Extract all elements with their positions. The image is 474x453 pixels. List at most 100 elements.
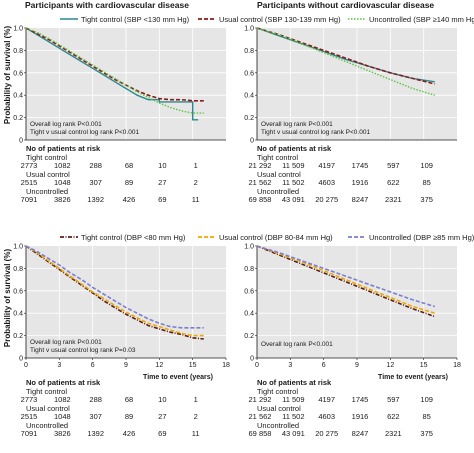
x-tick-label: 12: [386, 362, 394, 369]
series-line-tight: [25, 27, 199, 121]
risk-count: 4197: [318, 161, 335, 170]
risk-header: No of patients at risk: [26, 378, 101, 387]
y-tick-label: 1.0: [244, 26, 254, 33]
stat-dbp-overall-right: Overall log rank P<0.001: [261, 341, 333, 348]
risk-count: 375: [420, 195, 433, 204]
x-tick-label: 6: [322, 362, 326, 369]
risk-count: 288: [89, 161, 102, 170]
risk-count: 622: [387, 412, 400, 421]
risk-count: 11: [192, 195, 200, 204]
risk-count: 1048: [54, 178, 71, 187]
risk-count: 1745: [352, 395, 369, 404]
risk-count: 307: [89, 412, 102, 421]
risk-count: 1745: [352, 161, 369, 170]
risk-count: 20 275: [315, 429, 338, 438]
y-tick-label: 0.4: [244, 93, 254, 100]
series-line-uncontrolled: [256, 27, 436, 96]
risk-count: 89: [125, 178, 133, 187]
risk-count: 8247: [352, 195, 369, 204]
legend-label-tight-sbp: Tight control (SBP <130 mm Hg): [81, 15, 190, 24]
risk-count: 21 562: [249, 178, 272, 187]
risk-count: 597: [387, 161, 400, 170]
x-tick-label: 18: [222, 362, 230, 369]
title-without-cvd: Participants without cardiovascular dise…: [257, 0, 434, 10]
x-tick-label: 0: [24, 362, 28, 369]
y-tick-label: 0: [19, 356, 23, 363]
y-tick-label: 1.0: [244, 244, 254, 251]
risk-count: 288: [89, 395, 102, 404]
risk-count: 1: [194, 161, 198, 170]
legend-sbp: Tight control (SBP <130 mm Hg) Usual con…: [60, 15, 474, 24]
series-line-uncontrolled: [25, 245, 204, 329]
risk-count: 426: [123, 195, 136, 204]
risk-count: 10: [158, 395, 166, 404]
risk-count: 426: [123, 429, 136, 438]
risk-count: 1392: [87, 429, 104, 438]
risk-count: 8247: [352, 429, 369, 438]
risk-count: 2515: [21, 412, 38, 421]
legend-dbp: Tight control (DBP <80 mm Hg) Usual cont…: [60, 233, 474, 242]
risk-count: 85: [422, 178, 430, 187]
x-tick-label: 15: [189, 362, 197, 369]
stat-sbp-overall-right: Overall log rank P<0.001: [261, 121, 333, 128]
risk-count: 11 502: [282, 412, 304, 421]
risk-count: 21 292: [249, 395, 272, 404]
risk-count: 89: [125, 412, 133, 421]
x-tick-label: 12: [155, 362, 163, 369]
y-tick-label: 0: [19, 138, 23, 145]
risk-header: No of patients at risk: [257, 378, 332, 387]
y-tick-label: 0.2: [13, 333, 23, 340]
x-tick-label: 15: [420, 362, 428, 369]
stat-sbp-overall-left: Overall log rank P<0.001: [30, 121, 102, 128]
risk-count: 27: [158, 412, 166, 421]
risk-count: 4603: [318, 178, 335, 187]
y-tick-label: 1.0: [13, 244, 23, 251]
y-tick-label: 0.8: [244, 266, 254, 273]
y-tick-label: 0.6: [244, 70, 254, 77]
risk-count: 11 509: [282, 161, 304, 170]
y-tick-label: 0.6: [13, 70, 23, 77]
plot-sbp-with-cvd: 1.0 0.8 0.6 0.4 0.2 0: [13, 26, 226, 145]
y-tick-label: 0.8: [13, 48, 23, 55]
risk-count: 1392: [87, 195, 104, 204]
risk-count: 2: [194, 178, 198, 187]
risk-group-label: Usual control: [26, 170, 70, 179]
y-tick-label: 0: [250, 356, 254, 363]
risk-group-label: Tight control: [257, 153, 298, 162]
risk-count: 2321: [385, 195, 402, 204]
risk-group-label: Usual control: [257, 170, 301, 179]
risk-count: 69 858: [249, 195, 272, 204]
plot-dbp-with-cvd: 1.0 0.8 0.6 0.4 0.2 00 3 6 9 12 15 18: [13, 244, 230, 370]
y-tick-label: 0.6: [13, 288, 23, 295]
risk-count: 21 292: [249, 161, 272, 170]
risk-count: 1: [194, 395, 198, 404]
risk-group-label: Tight control: [26, 153, 67, 162]
risk-count: 27: [158, 178, 166, 187]
risk-count: 20 275: [315, 195, 338, 204]
y-tick-label: 0.4: [13, 93, 23, 100]
legend-label-tight-dbp: Tight control (DBP <80 mm Hg): [81, 233, 186, 242]
y-tick-label: 0.6: [244, 288, 254, 295]
risk-group-label: Uncontrolled: [26, 187, 68, 196]
y-tick-label: 1.0: [13, 26, 23, 33]
plot-sbp-without-cvd: 1.0 0.8 0.6 0.4 0.2 0: [244, 26, 457, 145]
risk-count: 2773: [21, 395, 38, 404]
risk-count: 1082: [54, 395, 71, 404]
y-tick-label: 0.2: [244, 333, 254, 340]
x-tick-label: 9: [355, 362, 359, 369]
stat-dbp-overall-left: Overall log rank P<0.001: [30, 339, 102, 346]
risk-count: 4603: [318, 412, 335, 421]
y-tick-label: 0.2: [13, 115, 23, 122]
risk-count: 2515: [21, 178, 38, 187]
risk-count: 10: [158, 161, 166, 170]
risk-group-label: Uncontrolled: [26, 421, 68, 430]
risk-count: 69: [158, 429, 166, 438]
legend-label-usual-sbp: Usual control (SBP 130-139 mm Hg): [219, 15, 341, 24]
stat-sbp-pair-right: Tight v usual control log rank P<0.001: [261, 129, 370, 136]
risk-header: No of patients at risk: [257, 144, 332, 153]
risk-count: 69 858: [249, 429, 272, 438]
